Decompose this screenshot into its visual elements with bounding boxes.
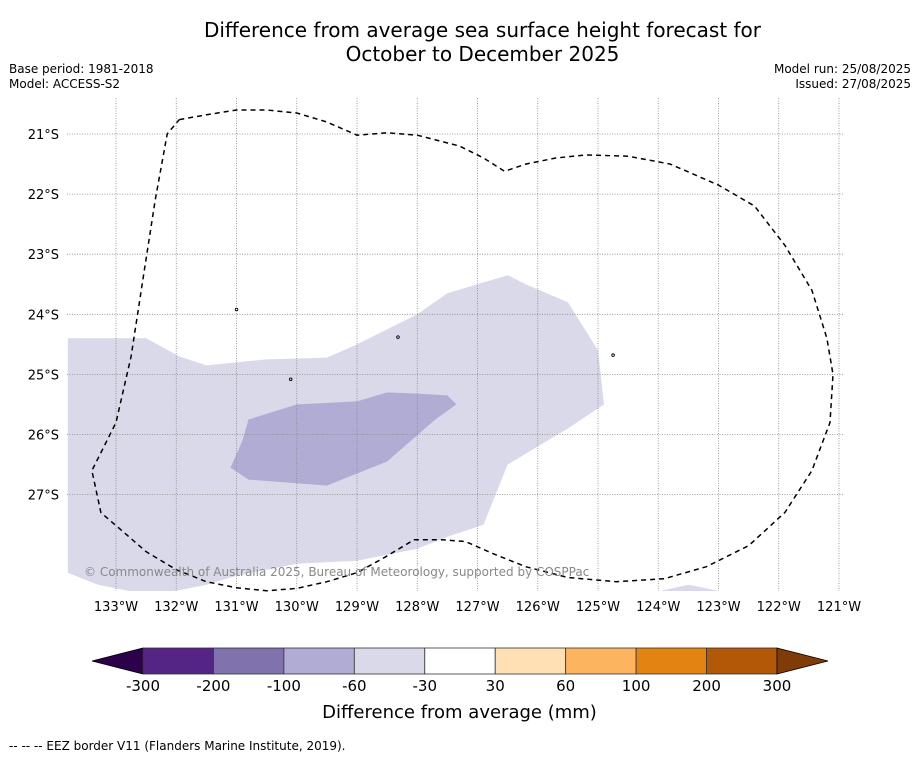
- lat-tick-label: 22°S: [28, 188, 59, 203]
- island-marker: [288, 377, 293, 381]
- island-marker: [396, 335, 400, 339]
- colorbar-bin: [494, 647, 567, 675]
- colorbar-under-arrow: [91, 647, 144, 675]
- lon-tick-label: 127°W: [455, 600, 499, 615]
- lat-tick-label: 27°S: [28, 489, 59, 504]
- lon-tick-label: 124°W: [636, 600, 680, 615]
- base-period-info: Base period: 1981-2018 Model: ACCESS-S2: [9, 62, 154, 92]
- run-info: Model run: 25/08/2025 Issued: 27/08/2025: [774, 62, 911, 92]
- title-line-2: October to December 2025: [345, 42, 620, 66]
- issued-text: Issued: 27/08/2025: [795, 77, 911, 91]
- base-period-text: Base period: 1981-2018: [9, 62, 154, 76]
- axis-tick-labels: 133°W 132°W 131°W 130°W 129°W 128°W 127°W 126°W…: [28, 128, 862, 615]
- lat-tick-label: 25°S: [28, 368, 59, 383]
- lat-tick-label: 21°S: [28, 128, 59, 143]
- colorbar-tick-label: 60: [556, 677, 576, 695]
- colorbar-tick-label: 100: [621, 677, 651, 695]
- lat-tick-label: 23°S: [28, 248, 59, 263]
- colorbar: [91, 647, 829, 675]
- graticule: [67, 98, 843, 591]
- lon-tick-label: 123°W: [696, 600, 740, 615]
- eez-border-line: [91, 109, 834, 592]
- lon-tick-label: 128°W: [395, 600, 439, 615]
- lon-tick-label: 122°W: [757, 600, 801, 615]
- colorbar-tick-label: 30: [485, 677, 505, 695]
- copyright-notice: © Commonwealth of Australia 2025, Bureau…: [84, 565, 589, 579]
- colorbar-tick-label: 300: [762, 677, 792, 695]
- colorbar-tick-label: 200: [692, 677, 721, 695]
- anomaly-region: [230, 392, 457, 486]
- island-marker: [234, 307, 239, 312]
- colorbar-tick-label: -60: [342, 677, 367, 695]
- lon-tick-label: 131°W: [214, 600, 258, 615]
- colorbar-bin: [706, 647, 778, 675]
- colorbar-tick-label: -30: [412, 677, 438, 695]
- lon-tick-label: 121°W: [817, 600, 861, 615]
- lon-tick-label: 126°W: [516, 600, 560, 615]
- lon-tick-label: 130°W: [275, 600, 319, 615]
- colorbar-tick-label: -300: [125, 677, 161, 695]
- chart-title: Difference from average sea surface heig…: [0, 18, 919, 66]
- anomaly-regions: [67, 275, 720, 591]
- colorbar-tick-label: -100: [266, 677, 301, 695]
- lon-tick-label: 129°W: [335, 600, 379, 615]
- colorbar-bin: [565, 647, 637, 675]
- colorbar-title: Difference from average (mm): [322, 702, 597, 723]
- colorbar-bin: [353, 647, 426, 675]
- colorbar-tick-label: -200: [196, 677, 231, 695]
- colorbar-bin: [635, 647, 707, 675]
- colorbar-over-arrow: [776, 647, 829, 675]
- lon-tick-label: 125°W: [576, 600, 620, 615]
- lon-tick-label: 132°W: [154, 600, 198, 615]
- model-run-text: Model run: 25/08/2025: [773, 62, 911, 76]
- title-line-1: Difference from average sea surface heig…: [203, 18, 762, 42]
- colorbar-labels: -300 -200 -100 -60 -30 30 60 100 200 300: [0, 677, 919, 697]
- colorbar-bin: [213, 647, 285, 675]
- colorbar-bin: [424, 647, 496, 675]
- island-marker: [611, 353, 615, 357]
- colorbar-bin: [283, 647, 355, 675]
- lon-tick-label: 133°W: [94, 600, 138, 615]
- eez-footnote: -- -- -- EEZ border V11 (Flanders Marine…: [9, 739, 346, 753]
- anomaly-region: [660, 584, 720, 591]
- model-name-text: Model: ACCESS-S2: [9, 77, 121, 91]
- lat-tick-label: 24°S: [28, 308, 59, 323]
- eez-border: [91, 109, 834, 592]
- colorbar-bin: [142, 647, 214, 675]
- islands: [234, 307, 615, 381]
- lat-tick-label: 26°S: [28, 429, 59, 444]
